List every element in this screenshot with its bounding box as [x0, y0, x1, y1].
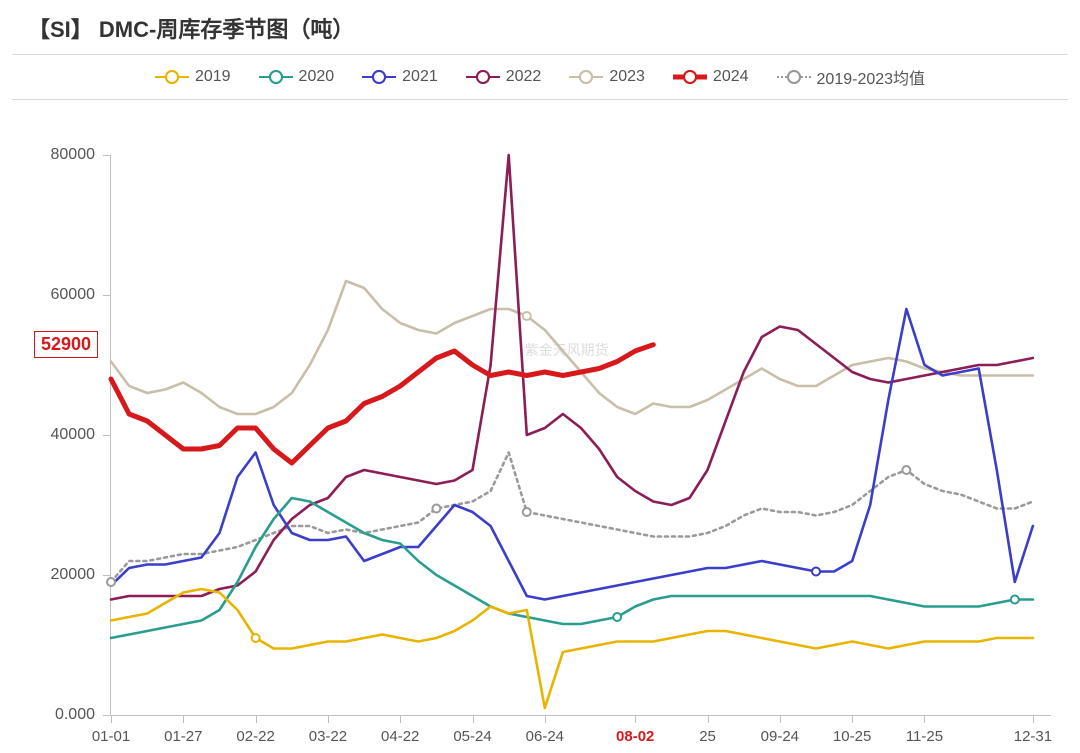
series-s2022: [111, 155, 1033, 600]
marker: [1011, 596, 1019, 604]
legend-marker: [569, 70, 603, 84]
x-tick: [400, 715, 401, 723]
y-axis-label: 40000: [31, 426, 95, 444]
x-axis-label: 05-24: [453, 728, 491, 745]
legend-marker: [259, 70, 293, 84]
chart-title: 【SI】 DMC-周库存季节图（吨）: [0, 0, 1080, 54]
legend-item: 2024: [673, 65, 749, 89]
x-tick: [473, 715, 474, 723]
marker: [902, 466, 910, 474]
legend-item: 2019: [155, 65, 231, 89]
x-axis-label: 03-22: [309, 728, 347, 745]
legend-item: 2019-2023均值: [777, 65, 926, 89]
legend-marker: [673, 70, 707, 84]
x-axis-label: 02-22: [236, 728, 274, 745]
y-tick: [103, 435, 111, 436]
y-axis-label: 60000: [31, 286, 95, 304]
value-callout: 52900: [34, 331, 98, 358]
x-axis-label: 12-31: [1014, 728, 1052, 745]
legend-underline: [12, 99, 1068, 100]
legend: 2019 2020 2021 2022 2023 2024 2019-2023均值: [0, 55, 1080, 93]
legend-marker: [155, 70, 189, 84]
x-axis-label: 10-25: [833, 728, 871, 745]
x-axis-label: 25: [699, 728, 716, 745]
y-axis-label: 80000: [31, 146, 95, 164]
x-axis-label: 09-24: [761, 728, 799, 745]
legend-label: 2023: [609, 68, 645, 86]
x-tick: [183, 715, 184, 723]
chart-svg: [111, 155, 1051, 715]
marker: [523, 312, 531, 320]
x-tick: [852, 715, 853, 723]
marker: [432, 505, 440, 513]
legend-marker: [466, 70, 500, 84]
x-tick: [111, 715, 112, 723]
x-axis-label: 06-24: [526, 728, 564, 745]
marker: [252, 634, 260, 642]
y-tick: [103, 575, 111, 576]
marker: [613, 613, 621, 621]
y-tick: [103, 155, 111, 156]
legend-marker: [777, 70, 811, 84]
legend-label: 2019: [195, 68, 231, 86]
legend-label: 2019-2023均值: [817, 65, 926, 89]
marker: [107, 578, 115, 586]
y-tick: [103, 295, 111, 296]
y-axis-label: 20000: [31, 566, 95, 584]
marker: [523, 508, 531, 516]
legend-label: 2020: [299, 68, 335, 86]
x-axis-label: 01-27: [164, 728, 202, 745]
x-tick: [708, 715, 709, 723]
x-tick: [635, 715, 636, 723]
marker: [812, 568, 820, 576]
x-tick: [545, 715, 546, 723]
series-s2023: [111, 281, 1033, 414]
x-tick: [256, 715, 257, 723]
legend-item: 2021: [362, 65, 438, 89]
y-tick: [103, 715, 111, 716]
legend-item: 2020: [259, 65, 335, 89]
series-s2021: [111, 309, 1033, 600]
x-axis-label: 01-01: [92, 728, 130, 745]
legend-label: 2024: [713, 68, 749, 86]
x-tick: [924, 715, 925, 723]
legend-label: 2021: [402, 68, 438, 86]
x-axis-label: 11-25: [906, 728, 943, 745]
series-avg: [111, 453, 1033, 583]
x-tick: [328, 715, 329, 723]
legend-label: 2022: [506, 68, 542, 86]
chart-plot-area: 紫金天风期货 0.0002000040000600008000001-0101-…: [110, 155, 1051, 716]
legend-marker: [362, 70, 396, 84]
y-axis-label: 0.000: [31, 706, 95, 724]
x-axis-label: 04-22: [381, 728, 419, 745]
x-tick: [1033, 715, 1034, 723]
series-s2020: [111, 498, 1033, 638]
legend-item: 2022: [466, 65, 542, 89]
x-tick: [780, 715, 781, 723]
series-s2019: [111, 589, 1033, 708]
legend-item: 2023: [569, 65, 645, 89]
x-axis-label: 08-02: [616, 728, 654, 745]
